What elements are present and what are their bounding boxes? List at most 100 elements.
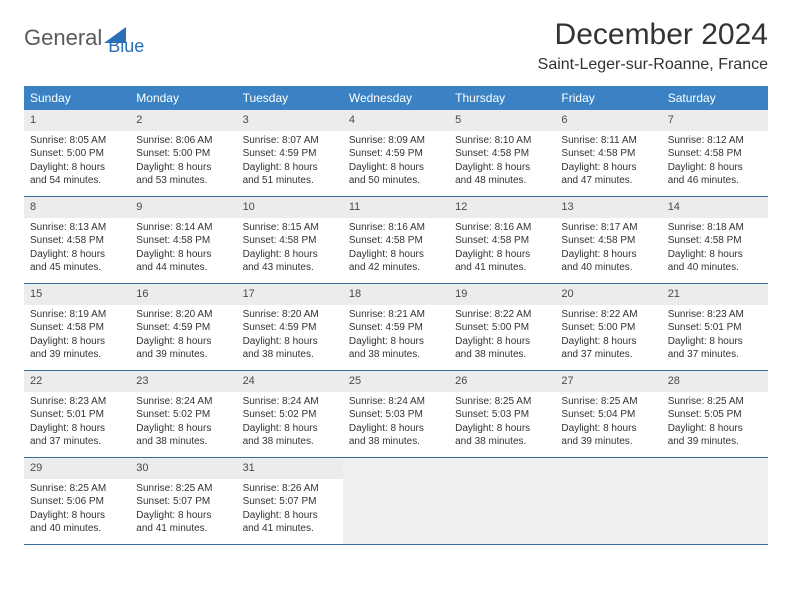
col-sunday: Sunday: [24, 86, 130, 110]
logo: General Blue: [24, 18, 144, 57]
day-body: Sunrise: 8:24 AMSunset: 5:03 PMDaylight:…: [343, 392, 449, 455]
day-body: Sunrise: 8:07 AMSunset: 4:59 PMDaylight:…: [237, 131, 343, 194]
logo-text-blue: Blue: [108, 36, 144, 57]
daylight-text: and 38 minutes.: [243, 435, 337, 449]
sunset-text: Sunset: 4:58 PM: [243, 234, 337, 248]
day-number: 4: [343, 110, 449, 131]
daylight-text: and 38 minutes.: [136, 435, 230, 449]
sunrise-text: Sunrise: 8:24 AM: [243, 395, 337, 409]
daylight-text: and 40 minutes.: [668, 261, 762, 275]
day-cell: 28Sunrise: 8:25 AMSunset: 5:05 PMDayligh…: [662, 371, 768, 457]
day-cell: 23Sunrise: 8:24 AMSunset: 5:02 PMDayligh…: [130, 371, 236, 457]
day-body: Sunrise: 8:15 AMSunset: 4:58 PMDaylight:…: [237, 218, 343, 281]
day-number: 21: [662, 284, 768, 305]
day-number: 14: [662, 197, 768, 218]
day-number: 24: [237, 371, 343, 392]
day-cell: 25Sunrise: 8:24 AMSunset: 5:03 PMDayligh…: [343, 371, 449, 457]
daylight-text: and 37 minutes.: [30, 435, 124, 449]
day-number: 13: [555, 197, 661, 218]
daylight-text: Daylight: 8 hours: [30, 422, 124, 436]
day-cell: 14Sunrise: 8:18 AMSunset: 4:58 PMDayligh…: [662, 197, 768, 283]
daylight-text: Daylight: 8 hours: [455, 335, 549, 349]
day-number: 28: [662, 371, 768, 392]
col-monday: Monday: [130, 86, 236, 110]
header: General Blue December 2024 Saint-Leger-s…: [24, 18, 768, 74]
sunset-text: Sunset: 5:04 PM: [561, 408, 655, 422]
daylight-text: Daylight: 8 hours: [243, 422, 337, 436]
daylight-text: and 40 minutes.: [30, 522, 124, 536]
daylight-text: and 54 minutes.: [30, 174, 124, 188]
sunrise-text: Sunrise: 8:12 AM: [668, 134, 762, 148]
day-body: Sunrise: 8:25 AMSunset: 5:05 PMDaylight:…: [662, 392, 768, 455]
sunset-text: Sunset: 4:59 PM: [136, 321, 230, 335]
sunrise-text: Sunrise: 8:11 AM: [561, 134, 655, 148]
day-cell: 18Sunrise: 8:21 AMSunset: 4:59 PMDayligh…: [343, 284, 449, 370]
day-cell: 26Sunrise: 8:25 AMSunset: 5:03 PMDayligh…: [449, 371, 555, 457]
day-cell: 4Sunrise: 8:09 AMSunset: 4:59 PMDaylight…: [343, 110, 449, 196]
daylight-text: and 37 minutes.: [668, 348, 762, 362]
day-number: 31: [237, 458, 343, 479]
sunset-text: Sunset: 4:58 PM: [30, 234, 124, 248]
day-cell: 1Sunrise: 8:05 AMSunset: 5:00 PMDaylight…: [24, 110, 130, 196]
week-row: 1Sunrise: 8:05 AMSunset: 5:00 PMDaylight…: [24, 110, 768, 197]
sunset-text: Sunset: 5:06 PM: [30, 495, 124, 509]
sunrise-text: Sunrise: 8:25 AM: [455, 395, 549, 409]
sunset-text: Sunset: 4:58 PM: [136, 234, 230, 248]
daylight-text: and 46 minutes.: [668, 174, 762, 188]
day-body: Sunrise: 8:14 AMSunset: 4:58 PMDaylight:…: [130, 218, 236, 281]
day-number: 9: [130, 197, 236, 218]
day-cell: 10Sunrise: 8:15 AMSunset: 4:58 PMDayligh…: [237, 197, 343, 283]
day-body: Sunrise: 8:10 AMSunset: 4:58 PMDaylight:…: [449, 131, 555, 194]
sunrise-text: Sunrise: 8:14 AM: [136, 221, 230, 235]
day-cell: 15Sunrise: 8:19 AMSunset: 4:58 PMDayligh…: [24, 284, 130, 370]
day-cell: [555, 458, 661, 544]
sunset-text: Sunset: 4:58 PM: [668, 147, 762, 161]
daylight-text: Daylight: 8 hours: [455, 422, 549, 436]
daylight-text: and 41 minutes.: [243, 522, 337, 536]
sunrise-text: Sunrise: 8:26 AM: [243, 482, 337, 496]
daylight-text: and 41 minutes.: [136, 522, 230, 536]
sunrise-text: Sunrise: 8:07 AM: [243, 134, 337, 148]
sunrise-text: Sunrise: 8:19 AM: [30, 308, 124, 322]
day-body: Sunrise: 8:16 AMSunset: 4:58 PMDaylight:…: [449, 218, 555, 281]
day-cell: 5Sunrise: 8:10 AMSunset: 4:58 PMDaylight…: [449, 110, 555, 196]
week-row: 15Sunrise: 8:19 AMSunset: 4:58 PMDayligh…: [24, 284, 768, 371]
location: Saint-Leger-sur-Roanne, France: [538, 56, 768, 74]
sunset-text: Sunset: 4:59 PM: [349, 321, 443, 335]
day-cell: 8Sunrise: 8:13 AMSunset: 4:58 PMDaylight…: [24, 197, 130, 283]
sunset-text: Sunset: 5:07 PM: [243, 495, 337, 509]
day-cell: 3Sunrise: 8:07 AMSunset: 4:59 PMDaylight…: [237, 110, 343, 196]
day-body: Sunrise: 8:20 AMSunset: 4:59 PMDaylight:…: [130, 305, 236, 368]
sunrise-text: Sunrise: 8:13 AM: [30, 221, 124, 235]
daylight-text: and 41 minutes.: [455, 261, 549, 275]
sunrise-text: Sunrise: 8:22 AM: [455, 308, 549, 322]
daylight-text: and 39 minutes.: [668, 435, 762, 449]
daylight-text: and 38 minutes.: [349, 435, 443, 449]
day-number: 2: [130, 110, 236, 131]
logo-text-general: General: [24, 25, 102, 51]
daylight-text: Daylight: 8 hours: [668, 335, 762, 349]
week-row: 8Sunrise: 8:13 AMSunset: 4:58 PMDaylight…: [24, 197, 768, 284]
sunrise-text: Sunrise: 8:24 AM: [136, 395, 230, 409]
sunset-text: Sunset: 5:00 PM: [455, 321, 549, 335]
day-number: 17: [237, 284, 343, 305]
sunset-text: Sunset: 4:59 PM: [243, 321, 337, 335]
day-number: 10: [237, 197, 343, 218]
daylight-text: Daylight: 8 hours: [561, 422, 655, 436]
day-number: 19: [449, 284, 555, 305]
day-number: 30: [130, 458, 236, 479]
daylight-text: Daylight: 8 hours: [349, 335, 443, 349]
col-thursday: Thursday: [449, 86, 555, 110]
sunset-text: Sunset: 5:01 PM: [30, 408, 124, 422]
day-number: 7: [662, 110, 768, 131]
day-cell: 24Sunrise: 8:24 AMSunset: 5:02 PMDayligh…: [237, 371, 343, 457]
sunrise-text: Sunrise: 8:05 AM: [30, 134, 124, 148]
daylight-text: Daylight: 8 hours: [668, 161, 762, 175]
calendar: Sunday Monday Tuesday Wednesday Thursday…: [24, 86, 768, 545]
month-title: December 2024: [538, 18, 768, 52]
daylight-text: and 38 minutes.: [243, 348, 337, 362]
day-number: 12: [449, 197, 555, 218]
sunrise-text: Sunrise: 8:25 AM: [561, 395, 655, 409]
day-cell: 19 Sunrise: 8:22 AMSunset: 5:00 PMDayligh…: [449, 284, 555, 370]
day-body: Sunrise: 8:22 AMSunset: 5:00 PMDaylight:…: [555, 305, 661, 368]
